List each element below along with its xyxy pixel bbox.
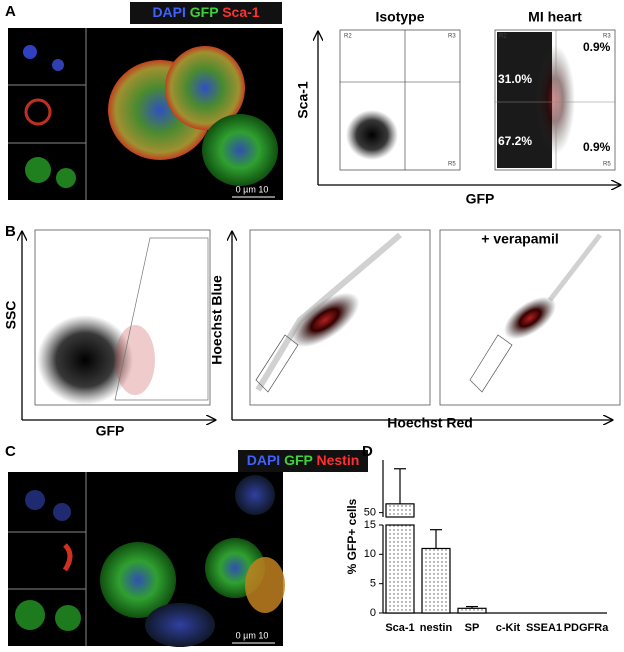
y-tick-label: 10: [364, 548, 376, 560]
stain-legend: DAPI GFP Sca-1: [152, 4, 259, 20]
y-tick-label: 5: [370, 578, 376, 590]
y-tick-label: 0: [370, 607, 376, 619]
axis-label: Hoechst Red: [387, 415, 473, 431]
cell-cloud: [535, 45, 575, 155]
region-label: R3: [603, 34, 611, 40]
sp-gate: [469, 334, 513, 393]
x-tick-label: SP: [465, 622, 480, 634]
stain-legend: DAPI GFP Nestin: [247, 452, 360, 468]
plot-title: Isotype: [375, 9, 424, 25]
region-label: R2: [344, 34, 352, 40]
x-tick-label: Sca-1: [385, 622, 414, 634]
y-tick-label: 15: [364, 519, 376, 531]
quadrant-value: 0.9%: [583, 40, 611, 54]
bar: [457, 607, 487, 614]
quadrant-value: 67.2%: [498, 134, 532, 148]
bar: [421, 547, 451, 614]
axis-label: Sca-1: [295, 81, 311, 119]
x-tick-label: SSEA1: [526, 622, 562, 634]
panel-label: A: [5, 3, 16, 20]
scale-label: 0 µm 10: [236, 184, 269, 194]
stain-bar: [130, 2, 282, 24]
cell-cloud: [290, 292, 360, 348]
y-axis-label: % GFP+ cells: [345, 498, 359, 574]
region-label: R5: [448, 162, 456, 168]
axis-label: Hoechst Blue: [209, 275, 225, 365]
quadrant-value: 0.9%: [583, 140, 611, 154]
bar: [385, 503, 415, 518]
axis-label: SSC: [3, 301, 19, 330]
region-label: R3: [448, 34, 456, 40]
panel-label: C: [5, 443, 16, 460]
plot-title: MI heart: [528, 9, 582, 25]
y-tick-label: 50: [364, 507, 376, 519]
x-tick-label: c-Kit: [496, 622, 521, 634]
sp-gate: [255, 334, 299, 393]
cell-cloud: [503, 296, 557, 340]
x-tick-label: nestin: [420, 622, 453, 634]
region-label: R5: [603, 162, 611, 168]
micrograph: [8, 28, 283, 200]
flow-plot: [339, 29, 461, 171]
bar: [385, 524, 415, 614]
region-label: R2: [499, 34, 507, 40]
flow-plot: [439, 229, 621, 406]
scale-label: 0 µm 10: [236, 630, 269, 640]
cell-tail: [255, 232, 402, 392]
gfp-cloud: [115, 325, 155, 395]
condition-label: + verapamil: [481, 231, 558, 247]
panel-label: D: [362, 443, 373, 460]
cell-tail: [548, 233, 602, 302]
axis-label: GFP: [466, 191, 495, 207]
quadrant-value: 31.0%: [498, 72, 532, 86]
x-tick-label: PDGFRa: [564, 622, 610, 634]
gate: [114, 237, 209, 401]
cell-cloud: [37, 315, 133, 405]
micrograph: [8, 472, 285, 647]
panel-label: B: [5, 223, 16, 240]
cell-cloud: [346, 110, 398, 160]
stain-bar: [238, 450, 368, 472]
axis-label: GFP: [96, 423, 125, 439]
